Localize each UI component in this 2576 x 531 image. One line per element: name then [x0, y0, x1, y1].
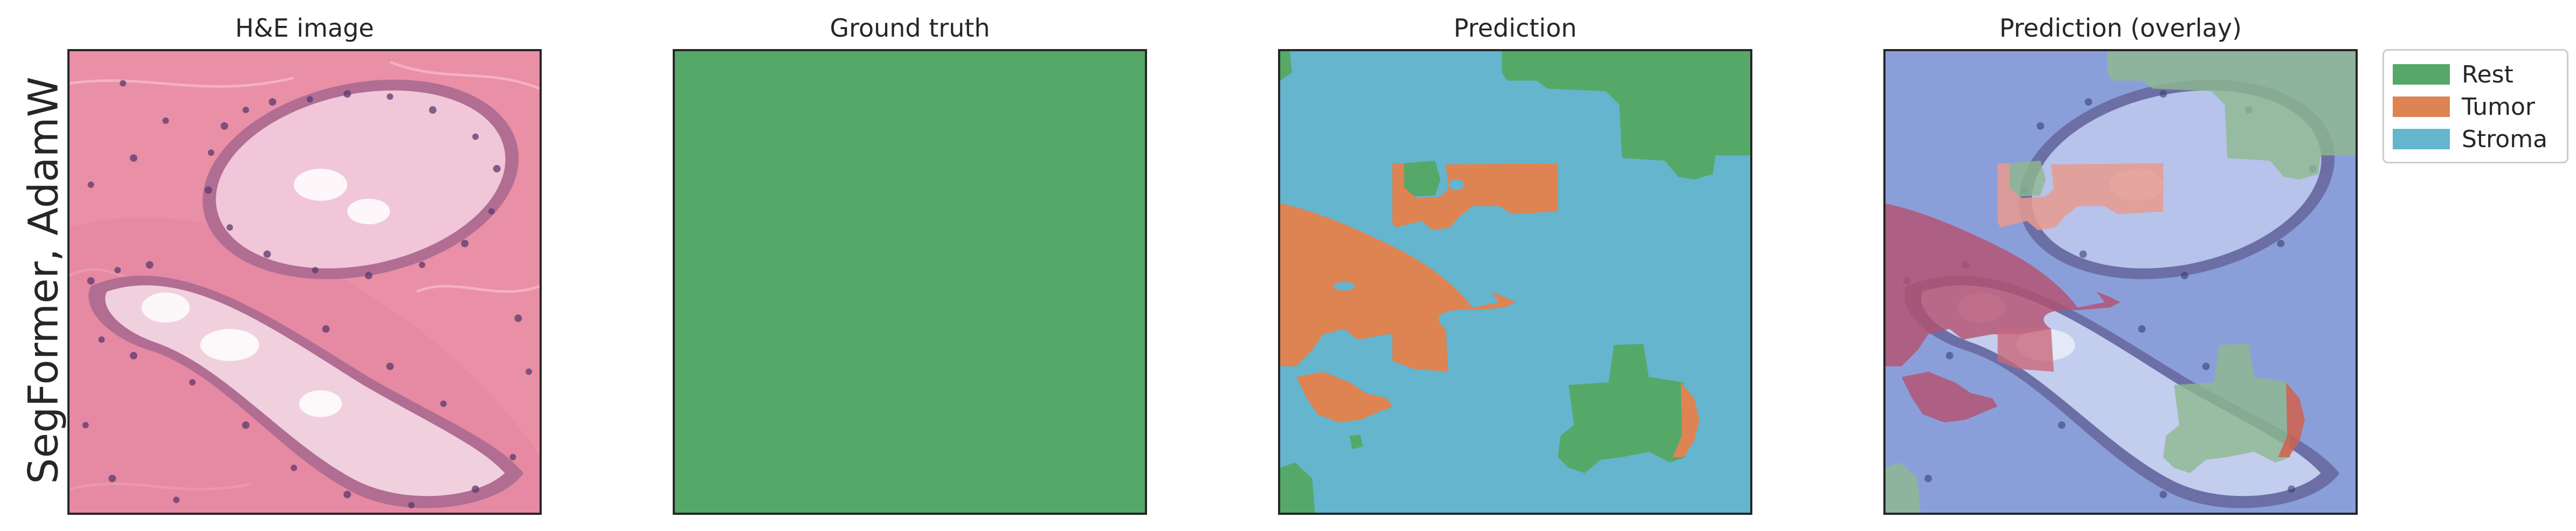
prediction-panel: [1278, 49, 1752, 515]
legend-item-tumor: Tumor: [2393, 91, 2558, 123]
legend-label-tumor: Tumor: [2462, 93, 2535, 121]
ground-truth-panel: [673, 49, 1147, 515]
overlay-panel: [1883, 49, 2358, 515]
prediction-title: Prediction: [1278, 12, 1752, 44]
prediction-overlay: [1886, 51, 2356, 513]
he-tissue-image: [70, 51, 540, 513]
legend-swatch-rest: [2393, 64, 2450, 85]
row-label: SegFormer, AdamW: [22, 46, 65, 515]
ground-truth-title: Ground truth: [673, 12, 1147, 44]
legend-swatch-tumor: [2393, 96, 2450, 117]
legend: Rest Tumor Stroma: [2382, 49, 2568, 163]
legend-label-rest: Rest: [2462, 61, 2513, 88]
legend-swatch-stroma: [2393, 129, 2450, 149]
row-label-text: SegFormer, AdamW: [19, 77, 67, 484]
overlay-title: Prediction (overlay): [1883, 12, 2358, 44]
prediction-mask: [1280, 51, 1750, 513]
legend-label-stroma: Stroma: [2462, 126, 2547, 153]
he-image-title: H&E image: [67, 12, 542, 44]
legend-item-stroma: Stroma: [2393, 123, 2558, 155]
he-image-panel: [67, 49, 542, 515]
ground-truth-mask: [675, 51, 1145, 513]
legend-item-rest: Rest: [2393, 58, 2558, 91]
